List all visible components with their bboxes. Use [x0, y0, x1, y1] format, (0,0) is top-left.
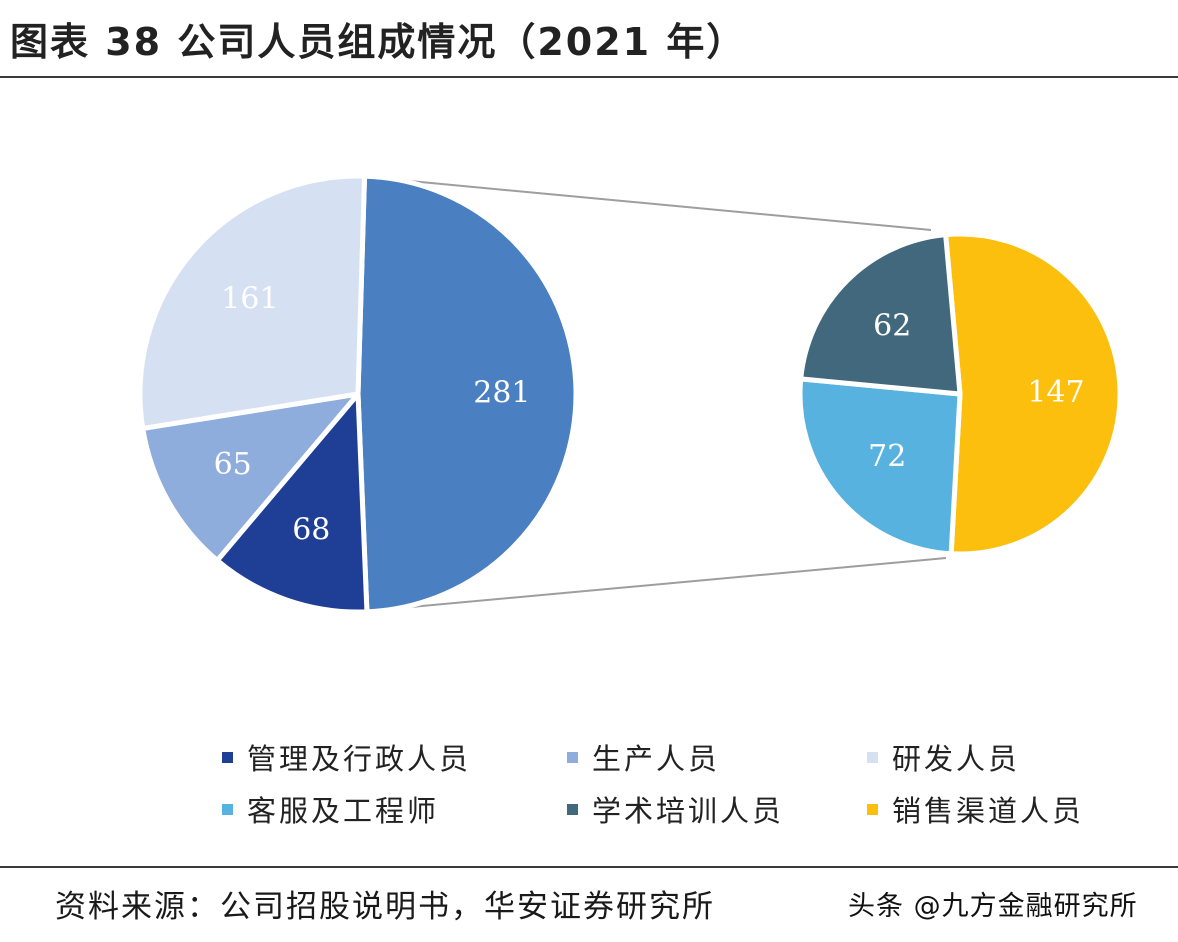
legend-label: 学术培训人员: [592, 794, 785, 828]
main-production-value-label: 65: [214, 447, 252, 482]
legend: 管理及行政人员 生产人员 研发人员 客服及工程师 学术培训人员 销售渠道人员: [222, 736, 1152, 830]
connector-line-top: [377, 177, 932, 231]
legend-swatch: [867, 751, 878, 763]
legend-label: 生产人员: [592, 742, 721, 776]
legend-label: 研发人员: [892, 742, 1021, 776]
top-divider: [0, 76, 1178, 78]
pie-chart: 281 68 65 161 147 72 62: [137, 173, 1123, 615]
sub-academic-training-value-label: 62: [873, 308, 911, 343]
legend-item: 生产人员: [567, 736, 867, 778]
sub-service-engineer-slice: [797, 376, 963, 557]
sub-academic-training-slice: [798, 232, 963, 397]
source-note: 资料来源：公司招股说明书，华安证券研究所: [55, 888, 715, 925]
legend-label: 管理及行政人员: [247, 742, 472, 776]
legend-swatch: [567, 751, 578, 763]
legend-swatch: [222, 751, 233, 763]
legend-item: 研发人员: [867, 736, 1152, 778]
chart-title: 图表 38 公司人员组成情况（2021 年）: [10, 19, 747, 64]
legend-item: 销售渠道人员: [867, 788, 1152, 830]
sub-service-engineer-value-label: 72: [868, 439, 906, 474]
main-sales-channel-total-slice: [355, 173, 579, 615]
legend-item: 管理及行政人员: [222, 736, 567, 778]
sub-sales-channel-slice: [943, 231, 1123, 557]
main-rnd-slice: [137, 173, 368, 431]
legend-item: 客服及工程师: [222, 788, 567, 830]
legend-swatch: [567, 803, 578, 815]
main-admin-slice: [214, 391, 370, 615]
main-production-slice: [140, 391, 361, 563]
legend-item: 学术培训人员: [567, 788, 867, 830]
watermark-text: 头条 @九方金融研究所: [848, 890, 1138, 922]
legend-swatch: [867, 803, 878, 815]
legend-label: 销售渠道人员: [892, 794, 1085, 828]
sub-sales-channel-value-label: 147: [1027, 375, 1084, 410]
legend-swatch: [222, 803, 233, 815]
legend-label: 客服及工程师: [247, 794, 440, 828]
bottom-divider: [0, 866, 1178, 868]
connector-line-bottom: [377, 557, 947, 611]
main-admin-value-label: 68: [292, 513, 330, 548]
main-sales-channel-total-value-label: 281: [473, 376, 530, 411]
main-rnd-value-label: 161: [221, 282, 278, 317]
